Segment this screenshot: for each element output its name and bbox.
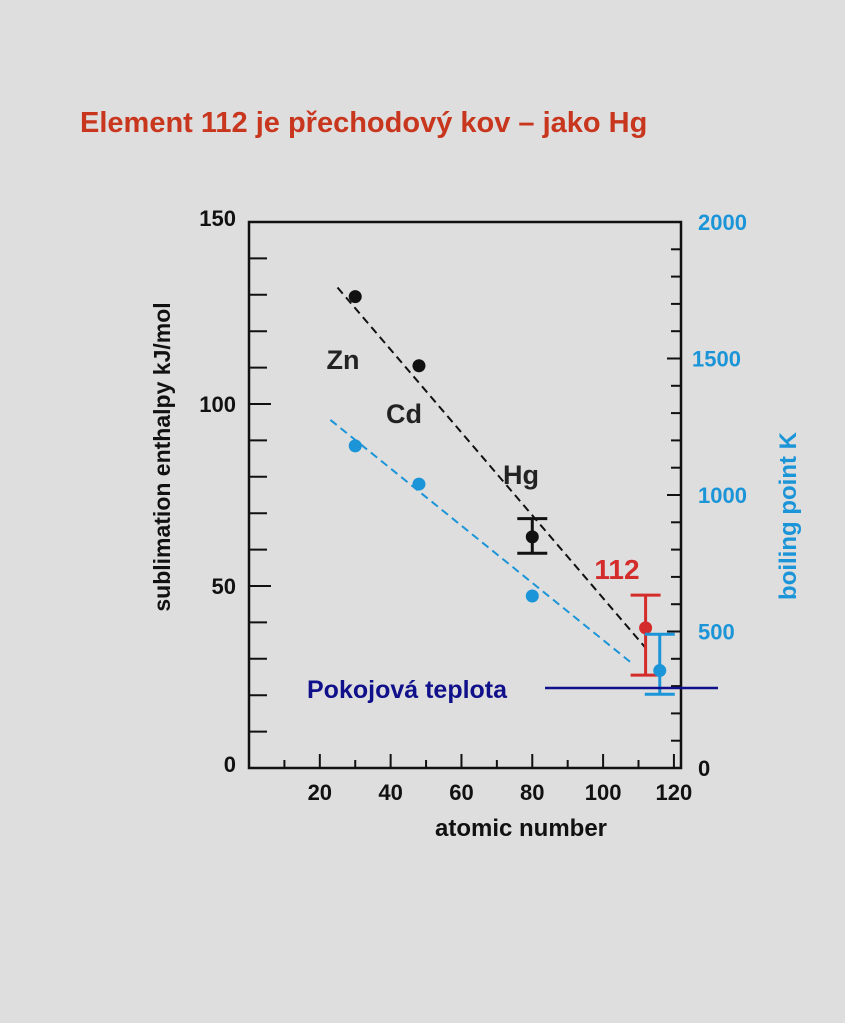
data-point: [525, 589, 539, 603]
data-point: [412, 477, 426, 491]
x-tick-label: 100: [585, 780, 622, 805]
y-axis-label-right: boiling point K: [775, 431, 802, 600]
y-left-tick-label: 150: [199, 206, 236, 231]
y-right-tick-label: 1000: [698, 483, 747, 508]
element-label-112: 112: [594, 554, 639, 585]
y-right-tick-label: 1500: [692, 347, 741, 372]
data-point: [525, 530, 539, 544]
data-point: [348, 290, 362, 304]
data-point: [639, 621, 653, 635]
x-axis-label: atomic number: [435, 815, 607, 842]
element-label-zn: Zn: [327, 345, 360, 375]
fit-lines: [329, 286, 647, 664]
room-temperature-label: Pokojová teplota: [307, 676, 508, 704]
data-point: [348, 439, 362, 453]
y-right-tick-label: 2000: [698, 210, 747, 235]
data-points: [348, 290, 675, 696]
y-left-tick-label: 50: [212, 574, 236, 599]
x-tick-label: 80: [520, 780, 544, 805]
chart-title: Element 112 je přechodový kov – jako Hg: [80, 107, 647, 139]
x-tick-label: 40: [378, 780, 402, 805]
y-right-tick-label: 0: [698, 756, 710, 781]
y-right-tick-label: 500: [698, 620, 735, 645]
data-point: [653, 664, 667, 678]
element-label-hg: Hg: [503, 460, 539, 490]
x-tick-label: 20: [308, 780, 332, 805]
y-left-tick-label: 0: [224, 752, 236, 777]
data-point: [412, 359, 426, 373]
x-tick-label: 120: [656, 780, 693, 805]
x-tick-label: 60: [449, 780, 473, 805]
y-axis-label-left: sublimation enthalpy kJ/mol: [149, 302, 175, 611]
fit-line: [336, 286, 647, 649]
y-left-tick-label: 100: [199, 392, 236, 417]
element-label-cd: Cd: [386, 399, 422, 429]
axis-ticks: [249, 248, 681, 768]
